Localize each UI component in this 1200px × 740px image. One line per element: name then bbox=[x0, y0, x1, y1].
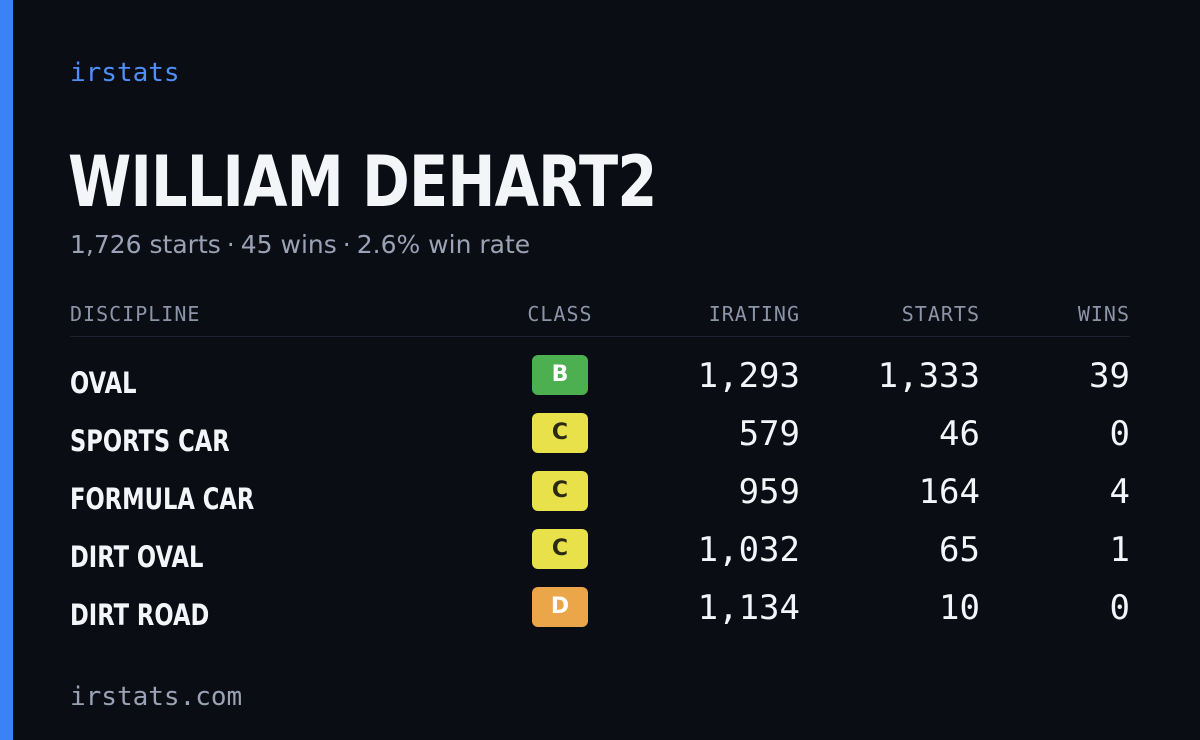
discipline-table: DISCIPLINE CLASS IRATING STARTS WINS OVA… bbox=[70, 298, 1130, 641]
table-body: OVAL B 1,293 1,333 39 SPORTS CAR C 579 4… bbox=[70, 337, 1130, 641]
wins-value: 1 bbox=[1109, 530, 1130, 570]
starts-value: 1,333 bbox=[877, 356, 980, 396]
player-summary: 1,726 starts · 45 wins · 2.6% win rate bbox=[70, 228, 530, 262]
starts-value: 65 bbox=[939, 530, 980, 570]
discipline-name: SPORTS CAR bbox=[70, 424, 230, 458]
irating-value: 1,134 bbox=[697, 588, 800, 628]
table-header: DISCIPLINE CLASS IRATING STARTS WINS bbox=[70, 298, 1130, 337]
table-row: SPORTS CAR C 579 46 0 bbox=[70, 409, 1130, 467]
starts-value: 164 bbox=[918, 472, 980, 512]
wins-value: 4 bbox=[1109, 472, 1130, 512]
discipline-name: FORMULA CAR bbox=[70, 482, 255, 516]
header-wins: WINS bbox=[1077, 302, 1130, 326]
class-badge: B bbox=[532, 355, 588, 395]
wins-value: 0 bbox=[1109, 414, 1130, 454]
summary-separator: · bbox=[342, 230, 351, 259]
accent-bar bbox=[0, 0, 13, 740]
wins-value: 0 bbox=[1109, 588, 1130, 628]
class-badge: C bbox=[532, 413, 588, 453]
summary-separator: · bbox=[226, 230, 235, 259]
class-badge: C bbox=[532, 529, 588, 569]
table-row: OVAL B 1,293 1,333 39 bbox=[70, 351, 1130, 409]
table-row: DIRT ROAD D 1,134 10 0 bbox=[70, 583, 1130, 641]
header-class: CLASS bbox=[527, 302, 593, 326]
starts-value: 46 bbox=[939, 414, 980, 454]
player-name: WILLIAM DEHART2 bbox=[68, 141, 657, 223]
irating-value: 959 bbox=[738, 472, 800, 512]
header-irating: IRATING bbox=[708, 302, 800, 326]
discipline-name: DIRT OVAL bbox=[70, 540, 204, 574]
irating-value: 579 bbox=[738, 414, 800, 454]
footer-url: irstats.com bbox=[70, 682, 243, 712]
table-row: DIRT OVAL C 1,032 65 1 bbox=[70, 525, 1130, 583]
starts-count: 1,726 starts bbox=[70, 230, 221, 259]
header-starts: STARTS bbox=[901, 302, 980, 326]
class-badge: D bbox=[532, 587, 588, 627]
starts-value: 10 bbox=[939, 588, 980, 628]
header-discipline: DISCIPLINE bbox=[70, 302, 201, 326]
wins-value: 39 bbox=[1089, 356, 1130, 396]
discipline-name: DIRT ROAD bbox=[70, 598, 210, 632]
brand-logo: irstats bbox=[70, 58, 180, 88]
irating-value: 1,293 bbox=[697, 356, 800, 396]
win-rate: 2.6% win rate bbox=[356, 230, 531, 259]
irating-value: 1,032 bbox=[697, 530, 800, 570]
wins-count: 45 wins bbox=[240, 230, 337, 259]
discipline-name: OVAL bbox=[70, 366, 137, 400]
table-row: FORMULA CAR C 959 164 4 bbox=[70, 467, 1130, 525]
class-badge: C bbox=[532, 471, 588, 511]
